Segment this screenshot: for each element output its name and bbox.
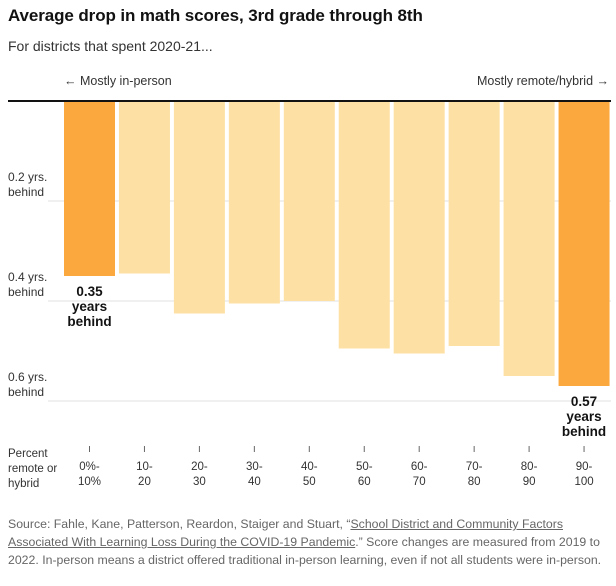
x-tick-label: 10- bbox=[136, 461, 153, 473]
bar bbox=[283, 101, 335, 301]
data-label: years bbox=[566, 409, 601, 424]
bar bbox=[64, 101, 115, 276]
x-tick-label: 60- bbox=[411, 461, 428, 473]
left-direction-label: ← Mostly in-person bbox=[64, 74, 172, 88]
source-link[interactable]: School District and Community Factors As… bbox=[8, 517, 563, 549]
y-tick-label: behind bbox=[8, 185, 44, 199]
x-tick-label: 60 bbox=[358, 476, 371, 488]
x-tick-label: 70- bbox=[466, 461, 483, 473]
y-tick-label: behind bbox=[8, 385, 44, 399]
bar bbox=[118, 101, 170, 274]
bar bbox=[228, 101, 280, 304]
right-direction-label: Mostly remote/hybrid → bbox=[477, 74, 609, 88]
bar bbox=[448, 101, 500, 346]
x-tick-label: 50- bbox=[356, 461, 373, 473]
x-tick-label: 90- bbox=[576, 461, 593, 473]
x-tick-label: 80 bbox=[468, 476, 481, 488]
x-tick-label: 40- bbox=[301, 461, 318, 473]
x-tick-label: 10% bbox=[78, 476, 101, 488]
x-tick-label: 30 bbox=[193, 476, 206, 488]
x-tick-label: 50 bbox=[303, 476, 316, 488]
bar bbox=[558, 101, 610, 386]
x-axis-label: Percent bbox=[8, 448, 48, 460]
x-tick-label: 0%- bbox=[79, 461, 100, 473]
data-label: 0.57 bbox=[571, 394, 597, 409]
data-label: behind bbox=[562, 424, 606, 439]
data-label: behind bbox=[67, 314, 111, 329]
x-axis-label: hybrid bbox=[8, 478, 39, 490]
y-tick-label: 0.6 yrs. bbox=[8, 370, 47, 384]
x-tick-label: 80- bbox=[521, 461, 538, 473]
y-tick-label: 0.4 yrs. bbox=[8, 270, 47, 284]
bar bbox=[503, 101, 555, 376]
source-note: Source: Fahle, Kane, Patterson, Reardon,… bbox=[8, 515, 608, 569]
chart-title: Average drop in math scores, 3rd grade t… bbox=[8, 6, 423, 25]
chart-subtitle: For districts that spent 2020-21... bbox=[8, 38, 213, 54]
x-tick-label: 30- bbox=[246, 461, 263, 473]
x-tick-label: 100 bbox=[574, 476, 593, 488]
source-prefix: Source: Fahle, Kane, Patterson, Reardon,… bbox=[8, 517, 351, 531]
x-tick-label: 20 bbox=[138, 476, 151, 488]
bar bbox=[173, 101, 225, 314]
y-tick-label: 0.2 yrs. bbox=[8, 170, 47, 184]
bar bbox=[393, 101, 445, 354]
y-tick-label: behind bbox=[8, 285, 44, 299]
x-tick-label: 40 bbox=[248, 476, 261, 488]
data-label: 0.35 bbox=[76, 284, 103, 299]
x-tick-label: 90 bbox=[523, 476, 536, 488]
x-tick-label: 20- bbox=[191, 461, 208, 473]
data-label: years bbox=[72, 299, 107, 314]
x-axis-label: remote or bbox=[8, 463, 57, 475]
x-tick-label: 70 bbox=[413, 476, 426, 488]
bar bbox=[338, 101, 390, 349]
source-suffix: .” Score changes are measured from 2019 … bbox=[8, 535, 602, 567]
